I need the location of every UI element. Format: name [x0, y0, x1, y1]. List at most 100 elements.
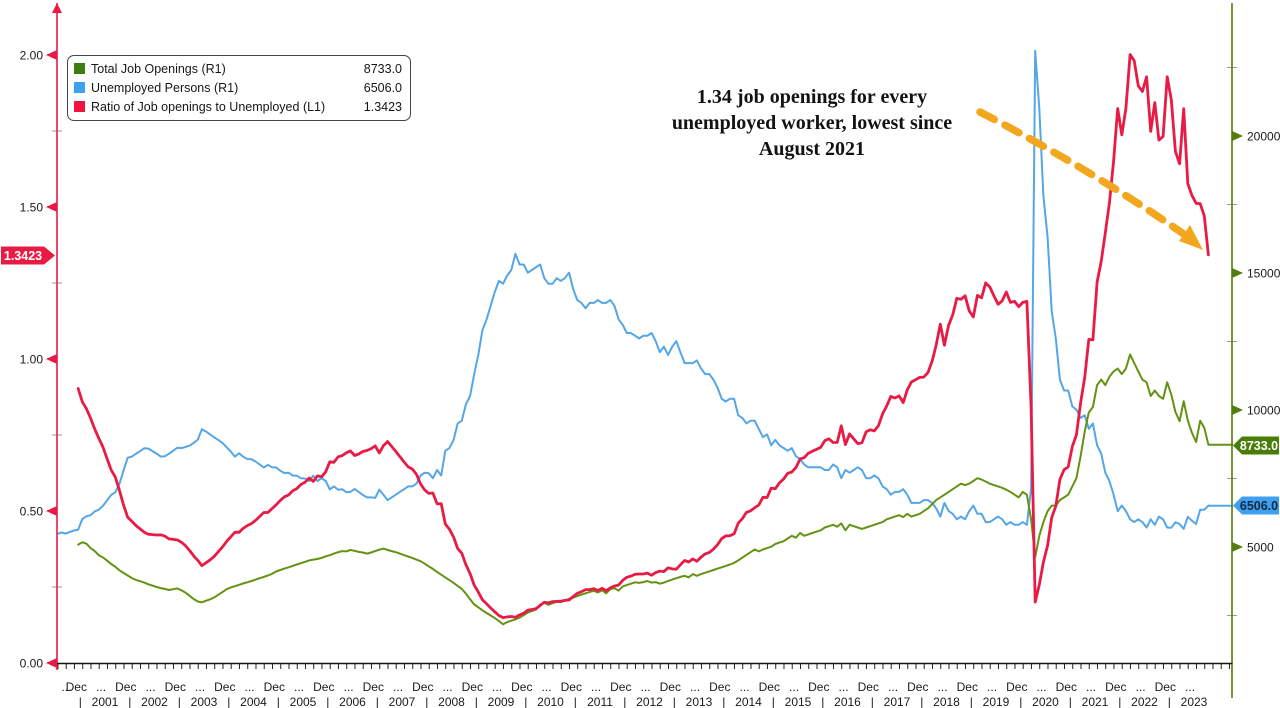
- x-axis-gap-label: ...: [61, 680, 71, 694]
- x-axis-month-label: Dec: [1105, 680, 1126, 694]
- right-axis-tick-label: 10000: [1247, 403, 1280, 417]
- x-axis-year-label: 2001: [92, 695, 119, 708]
- legend: Total Job Openings (R1) 8733.0 Unemploye…: [67, 55, 411, 121]
- x-axis-gap-label: ...: [542, 680, 552, 694]
- callout-arrow-dashed-line: [976, 108, 1192, 241]
- x-axis-month-label: Dec: [858, 680, 879, 694]
- legend-value-openings: 8733.0: [363, 61, 402, 76]
- x-axis-gap-label: ...: [938, 680, 948, 694]
- x-axis-month-label: Dec: [1056, 680, 1077, 694]
- left-axis-tick-label: 0.00: [20, 657, 44, 671]
- x-axis-year-label: 2011: [587, 695, 613, 708]
- openings-value-badge: 8733.0: [1233, 436, 1279, 455]
- x-axis-gap-label: ...: [789, 680, 799, 694]
- x-axis-gap-label: ...: [839, 680, 849, 694]
- x-axis-year-separator: |: [920, 695, 923, 708]
- x-axis-year-label: 2003: [191, 695, 218, 708]
- right-axis-tick-marker-icon: [1232, 130, 1243, 141]
- x-axis-gap-label: ...: [96, 680, 106, 694]
- x-axis-month-label: Dec: [907, 680, 928, 694]
- left-axis-tick-marker-icon: [46, 354, 57, 364]
- x-axis-month-label: Dec: [610, 680, 631, 694]
- x-axis-year-label: 2014: [735, 695, 762, 708]
- left-axis-tick-label: 2.00: [20, 49, 44, 63]
- legend-label-ratio: Ratio of Job openings to Unemployed (L1): [91, 99, 326, 114]
- unemployed-value-badge: 6506.0: [1233, 496, 1279, 515]
- legend-value-ratio: 1.3423: [363, 99, 402, 114]
- x-axis-gap-label: ...: [195, 680, 205, 694]
- left-axis-tick-label: 1.50: [20, 201, 44, 215]
- legend-item-ratio: Ratio of Job openings to Unemployed (L1)…: [74, 97, 402, 116]
- left-axis-tick-label: 1.00: [20, 353, 44, 367]
- x-axis-gap-label: ...: [690, 680, 700, 694]
- x-axis-gap-label: ...: [443, 680, 453, 694]
- legend-label-openings: Total Job Openings (R1): [91, 61, 226, 76]
- left-axis-tick-marker-icon: [46, 50, 57, 60]
- x-axis-year-separator: |: [772, 695, 775, 708]
- left-axis-tick-marker-icon: [46, 506, 57, 516]
- legend-item-unemployed: Unemployed Persons (R1) 6506.0: [74, 78, 402, 97]
- x-axis-month-label: Dec: [1155, 680, 1176, 694]
- x-axis-year-label: 2007: [389, 695, 416, 708]
- x-axis-gap-label: ...: [591, 680, 601, 694]
- x-axis-gap-label: ...: [641, 680, 651, 694]
- x-axis-year-label: 2017: [884, 695, 911, 708]
- x-axis-month-label: Dec: [957, 680, 978, 694]
- x-axis-year-label: 2023: [1181, 695, 1208, 708]
- ratio-badge-value: 1.3423: [4, 249, 42, 263]
- left-axis-tick-marker-icon: [46, 202, 57, 212]
- x-axis-gap-label: ...: [987, 680, 997, 694]
- x-axis-year-separator: |: [227, 695, 230, 708]
- legend-value-unemployed: 6506.0: [363, 80, 402, 95]
- x-axis-year-label: 2009: [488, 695, 515, 708]
- x-axis-year-separator: |: [475, 695, 478, 708]
- x-axis-gap-label: ...: [1037, 680, 1047, 694]
- x-axis-year-separator: |: [1168, 695, 1171, 708]
- ratio-swatch-icon: [74, 101, 85, 112]
- x-axis-year-label: 2019: [983, 695, 1010, 708]
- x-axis-month-label: Dec: [115, 680, 136, 694]
- x-axis-year-label: 2012: [636, 695, 663, 708]
- unemployed-swatch-icon: [74, 82, 85, 93]
- x-axis-year-separator: |: [79, 695, 82, 708]
- x-axis-year-label: 2002: [141, 695, 168, 708]
- x-axis-year-separator: |: [425, 695, 428, 708]
- annotation: 1.34 job openings for every unemployed w…: [592, 84, 1032, 162]
- x-axis-month-label: Dec: [313, 680, 334, 694]
- x-axis-year-label: 2010: [537, 695, 564, 708]
- x-axis-month-label: Dec: [165, 680, 186, 694]
- x-axis-year-separator: |: [871, 695, 874, 708]
- openings-swatch-icon: [74, 63, 85, 74]
- x-axis-year-label: 2008: [438, 695, 465, 708]
- x-axis-year-separator: |: [524, 695, 527, 708]
- x-axis-year-label: 2016: [834, 695, 861, 708]
- x-axis-year-separator: |: [623, 695, 626, 708]
- right-axis-tick-marker-icon: [1232, 541, 1243, 552]
- x-axis-year-label: 2022: [1131, 695, 1158, 708]
- x-axis-year-separator: |: [673, 695, 676, 708]
- x-axis-year-label: 2020: [1032, 695, 1059, 708]
- x-axis-year-separator: |: [128, 695, 131, 708]
- x-axis-year-separator: |: [970, 695, 973, 708]
- x-axis-month-label: Dec: [759, 680, 780, 694]
- x-axis-gap-label: ...: [294, 680, 304, 694]
- right-axis-tick-marker-icon: [1232, 404, 1243, 415]
- x-axis-gap-label: ...: [344, 680, 354, 694]
- legend-label-unemployed: Unemployed Persons (R1): [91, 80, 239, 95]
- x-axis-gap-label: ...: [146, 680, 156, 694]
- x-axis-gap-label: ...: [393, 680, 403, 694]
- x-axis-year-separator: |: [277, 695, 280, 708]
- x-axis-year-label: 2018: [933, 695, 960, 708]
- x-axis-year-separator: |: [1118, 695, 1121, 708]
- x-axis-month-label: Dec: [264, 680, 285, 694]
- x-axis-year-label: 2015: [785, 695, 812, 708]
- x-axis-month-label: Dec: [561, 680, 582, 694]
- annotation-line-2: unemployed worker, lowest since: [671, 112, 953, 134]
- x-axis-month-label: Dec: [462, 680, 483, 694]
- unemployed-badge-shape: [1233, 496, 1279, 515]
- x-axis-gap-label: ...: [1185, 680, 1195, 694]
- right-axis-tick-label: 15000: [1247, 266, 1280, 280]
- x-axis-gap-label: ...: [888, 680, 898, 694]
- x-axis-gap-label: ...: [1086, 680, 1096, 694]
